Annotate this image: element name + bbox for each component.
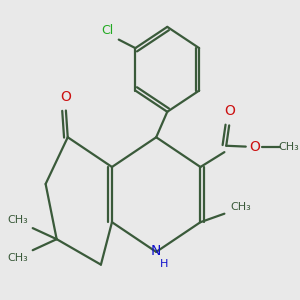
Text: N: N xyxy=(151,244,161,258)
Text: O: O xyxy=(224,104,235,118)
Text: O: O xyxy=(249,140,260,154)
Text: CH₃: CH₃ xyxy=(8,253,29,263)
Text: O: O xyxy=(61,90,71,104)
Text: Cl: Cl xyxy=(102,24,114,37)
Text: CH₃: CH₃ xyxy=(278,142,299,152)
Text: CH₃: CH₃ xyxy=(231,202,251,212)
Text: CH₃: CH₃ xyxy=(8,215,29,225)
Text: H: H xyxy=(160,259,169,269)
